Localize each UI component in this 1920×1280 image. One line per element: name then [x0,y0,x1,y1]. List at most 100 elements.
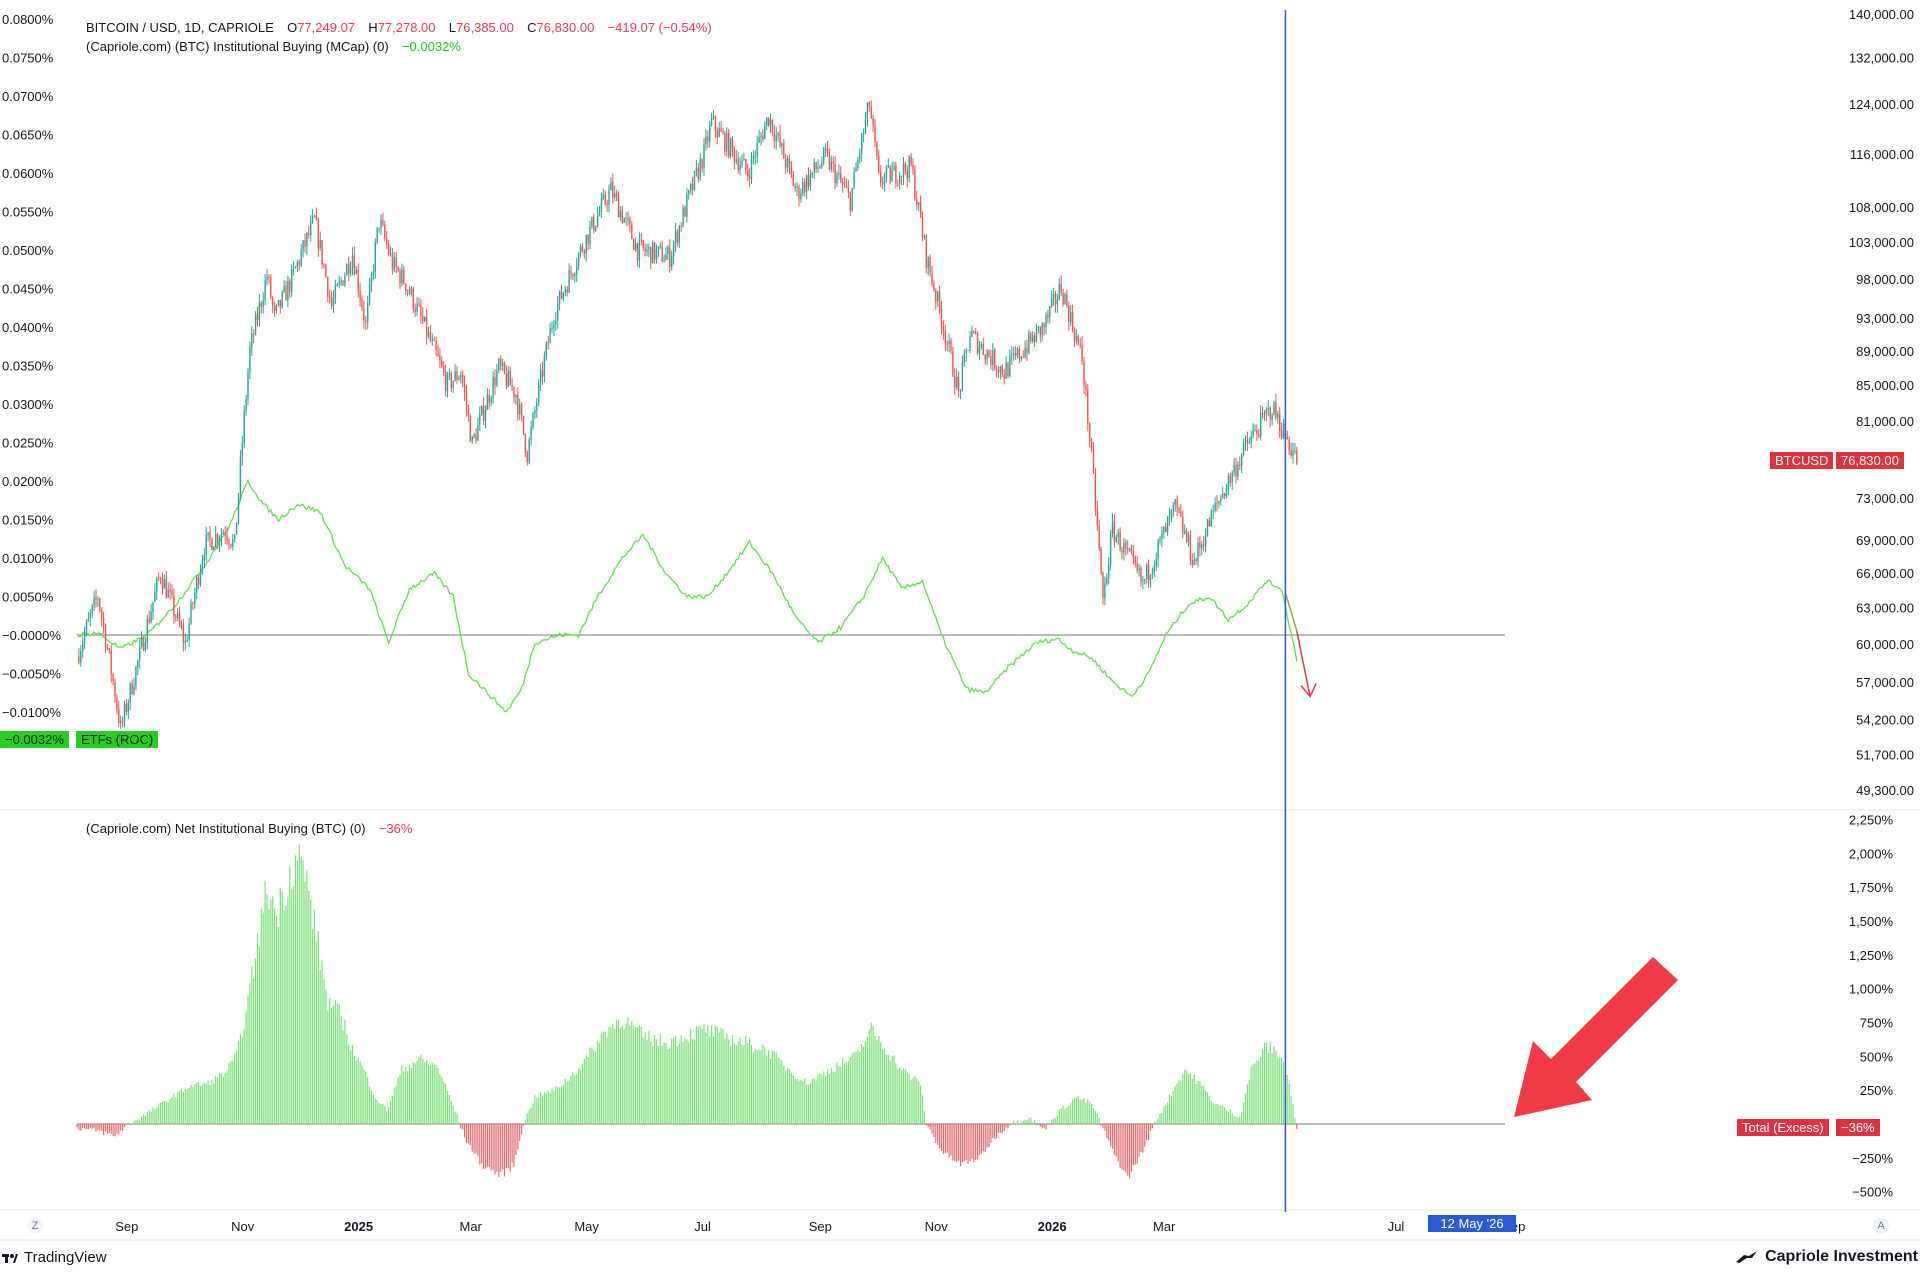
candle-body [1146,564,1148,580]
candle-body [957,376,960,391]
price-candle [866,102,869,127]
price-candle [203,548,205,569]
candle-body [775,135,777,141]
hist-bar [1111,1124,1114,1149]
hist-bar [334,1000,336,1124]
hist-bar [437,1067,439,1124]
price-candle [127,699,129,720]
hist-bar [389,1101,392,1124]
candle-body [608,190,610,206]
hist-bar [1275,1051,1277,1124]
auto-scale-toggle[interactable]: A [1873,1218,1889,1234]
hist-bar [1022,1121,1024,1124]
price-candle [1100,546,1102,575]
price-candle [422,307,424,324]
price-candle [828,148,831,171]
candle-body [866,103,869,120]
price-candle [824,143,827,158]
price-candle [1267,399,1269,417]
hist-axis-tick: 750% [1860,1016,1894,1031]
candle-body [319,240,321,249]
hist-bar [412,1062,414,1124]
price-candle [644,243,646,257]
price-candle [927,256,929,276]
hist-bar [1117,1124,1119,1161]
hist-bar [264,880,266,1124]
price-axis-tick: 54,200.00 [1856,713,1914,728]
hist-bar [629,1025,631,1124]
candle-body [490,398,492,403]
hist-bar [298,844,300,1124]
hist-bar [1077,1095,1079,1124]
candle-body [566,289,568,293]
hist-bar [95,1124,97,1132]
price-candle [693,170,696,191]
candle-body [876,142,878,156]
price-candle [963,349,965,368]
candle-body [612,182,614,198]
candle-body [386,237,388,245]
candle-body [348,264,350,274]
hist-bar [927,1124,929,1128]
log-scale-toggle[interactable]: Z [27,1218,43,1234]
hist-bar [999,1124,1001,1133]
price-candle [733,146,736,170]
candle-body [1030,332,1032,342]
candle-body [106,647,109,649]
price-candle [950,338,952,355]
hist-bar [313,910,316,1124]
candle-body [304,240,306,247]
hist-bar [714,1026,716,1124]
price-candle [420,299,422,324]
close-value: 76,830.00 [536,20,595,35]
price-candle [781,142,783,155]
candle-body [1151,572,1154,575]
price-candle [659,242,661,250]
candle-body [703,144,705,169]
price-candle [655,244,658,264]
hist-bar [595,1051,597,1124]
candle-body [186,640,188,642]
hist-bar [616,1019,618,1124]
hist-bar [361,1065,363,1124]
candle-body [701,159,703,169]
candle-body [1075,335,1078,342]
hist-bar [1034,1119,1036,1124]
candle-body [1009,356,1011,377]
price-candle [591,216,593,229]
candle-body [235,522,238,535]
price-candle [87,612,90,622]
symbol-label: BITCOIN / USD, 1D, CAPRIOLE [86,20,274,35]
price-candle [1227,473,1230,496]
candle-body [1134,556,1136,564]
price-candle [612,173,614,204]
price-candle [296,259,299,273]
price-candle [446,371,449,398]
price-candle [834,156,836,189]
candle-body [1279,413,1281,431]
price-candle [498,357,500,374]
price-candle [918,201,920,212]
hist-bar [1066,1107,1068,1124]
price-candle [967,349,969,352]
hist-bar [1206,1092,1209,1124]
price-candle [1047,309,1049,324]
candle-body [427,331,430,337]
price-candle [1033,332,1036,348]
price-candle [538,379,540,407]
candle-body [868,103,870,107]
candle-body [207,532,209,535]
hist-bar [1134,1124,1136,1165]
price-candle [1119,527,1121,552]
candle-body [336,284,338,287]
hist-bar [460,1124,462,1129]
price-candle [319,231,321,251]
hist-bar [958,1124,960,1161]
price-candle [576,257,578,283]
candle-body [465,392,468,409]
price-candle [891,161,893,182]
candle-body [346,264,348,276]
hist-bar [1182,1073,1184,1124]
hist-bar [768,1049,770,1124]
